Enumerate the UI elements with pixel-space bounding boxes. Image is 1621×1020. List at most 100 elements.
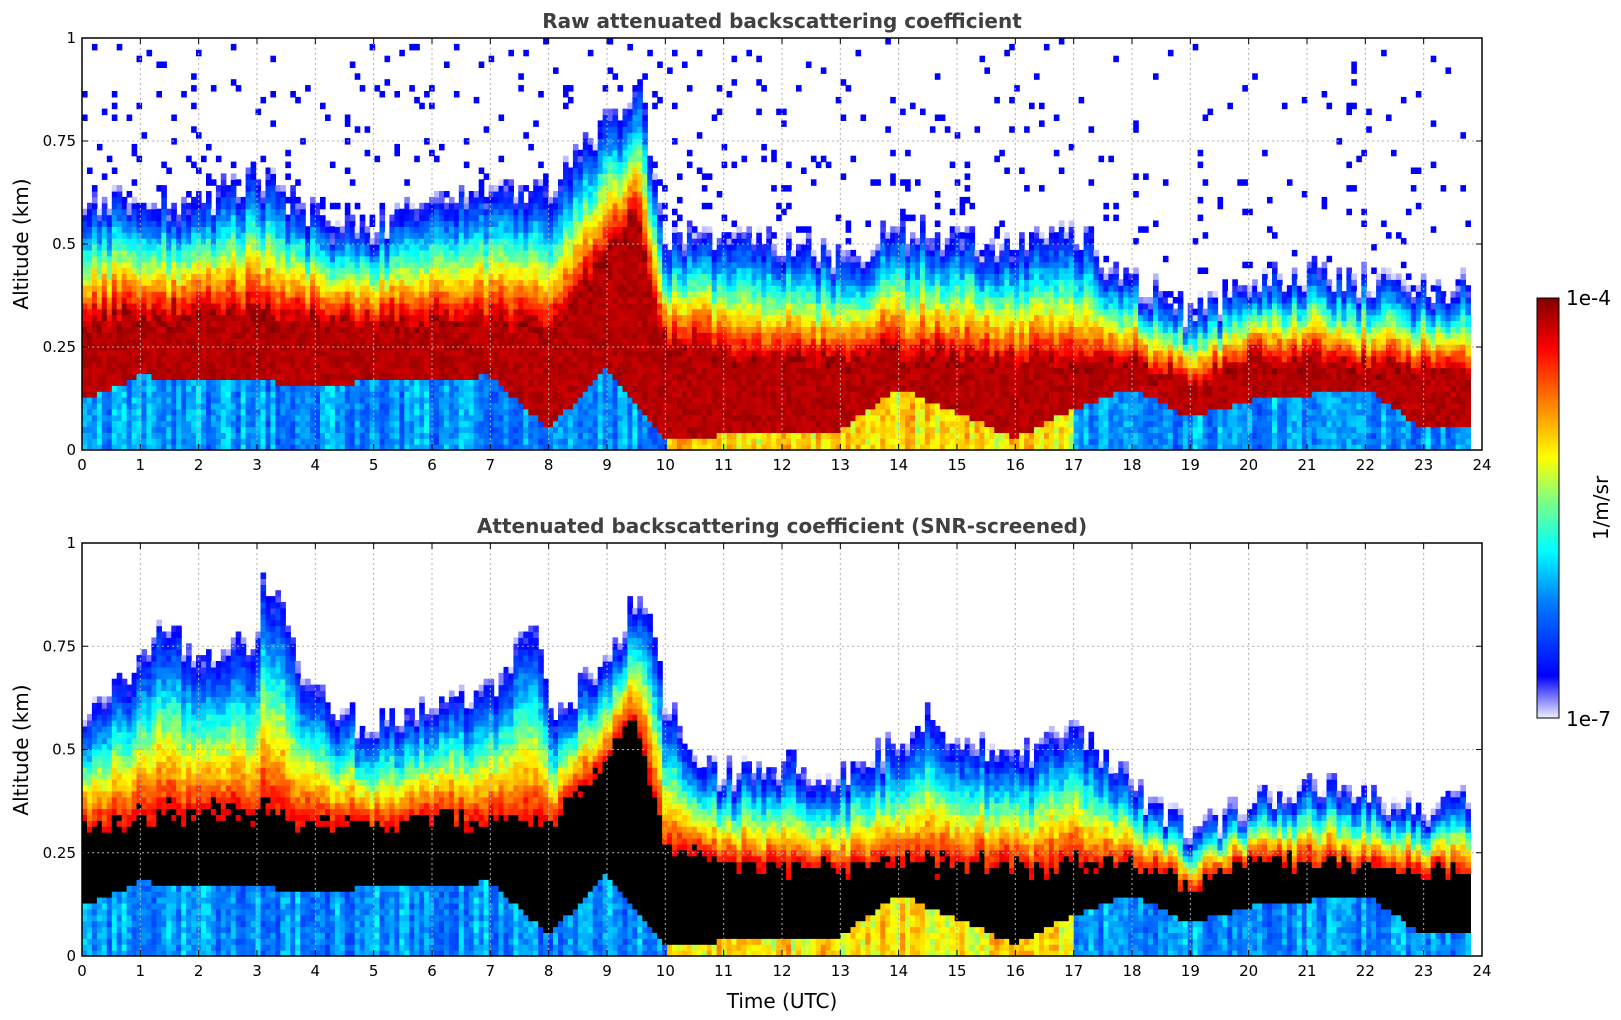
heatmap-cell — [538, 373, 544, 380]
heatmap-cell — [572, 402, 579, 410]
heatmap-cell — [434, 232, 440, 239]
heatmap-cell — [166, 261, 172, 269]
heatmap-cell — [572, 261, 579, 269]
heatmap-cell — [166, 402, 172, 410]
heatmap-cell — [587, 244, 594, 251]
heatmap-cell — [354, 291, 361, 298]
heatmap-cell — [553, 67, 559, 74]
heatmap-cell — [453, 355, 460, 363]
heatmap-cell — [424, 214, 430, 222]
heatmap-cell — [488, 220, 495, 227]
heatmap-cell — [419, 373, 425, 380]
heatmap-cell — [439, 367, 445, 375]
heatmap-cell — [196, 302, 202, 310]
heatmap-cell — [478, 279, 485, 286]
heatmap-cell — [597, 279, 604, 286]
heatmap-cell — [508, 261, 514, 269]
heatmap-cell — [587, 373, 594, 380]
heatmap-cell — [111, 232, 118, 239]
heatmap-cell — [503, 379, 510, 386]
heatmap-cell — [577, 173, 584, 180]
heatmap-cell — [478, 220, 485, 227]
heatmap-cell — [260, 96, 267, 104]
heatmap-cell — [210, 373, 217, 380]
heatmap-cell — [523, 267, 529, 274]
heatmap-cell — [483, 355, 490, 363]
heatmap-cell — [166, 208, 172, 216]
heatmap-cell — [250, 326, 257, 333]
heatmap-cell — [577, 349, 584, 357]
heatmap-cell — [285, 444, 291, 450]
heatmap-cell — [439, 308, 445, 316]
heatmap-cell — [96, 432, 103, 439]
heatmap-cell — [325, 391, 331, 398]
heatmap-cell — [136, 414, 143, 422]
heatmap-cell — [220, 426, 227, 433]
heatmap-cell — [349, 444, 356, 450]
heatmap-cell — [186, 155, 192, 163]
heatmap-cell — [121, 208, 128, 216]
heatmap-cell — [533, 338, 539, 345]
heatmap-cell — [414, 385, 420, 392]
heatmap-cell — [295, 426, 301, 433]
heatmap-cell — [325, 238, 331, 245]
heatmap-cell — [106, 373, 113, 380]
heatmap-cell — [597, 249, 604, 257]
heatmap-cell — [240, 367, 247, 375]
heatmap-cell — [592, 361, 599, 369]
heatmap-cell — [235, 326, 242, 333]
heatmap-cell — [280, 249, 286, 257]
heatmap-cell — [439, 226, 445, 233]
heatmap-cell — [121, 397, 128, 404]
heatmap-cell — [617, 444, 624, 450]
heatmap-cell — [419, 320, 425, 327]
heatmap-cell — [434, 308, 440, 316]
heatmap-cell — [543, 332, 549, 339]
heatmap-cell — [444, 279, 450, 286]
heatmap-cell — [622, 397, 629, 404]
heatmap-cell — [285, 391, 291, 398]
heatmap-cell — [206, 220, 212, 227]
heatmap-cell — [106, 208, 113, 216]
heatmap-cell — [448, 432, 455, 439]
heatmap-cell — [468, 438, 475, 445]
heatmap-cell — [592, 244, 599, 251]
heatmap-cell — [523, 426, 529, 433]
heatmap-cell — [448, 391, 455, 398]
heatmap-cell — [439, 273, 445, 280]
heatmap-cell — [210, 255, 217, 263]
heatmap-cell — [513, 332, 519, 339]
heatmap-cell — [181, 326, 187, 333]
heatmap-cell — [444, 432, 450, 439]
heatmap-cell — [563, 367, 569, 375]
heatmap-cell — [82, 91, 88, 98]
heatmap-cell — [87, 332, 93, 339]
heatmap-cell — [305, 414, 311, 422]
heatmap-cell — [161, 326, 167, 333]
heatmap-cell — [533, 196, 539, 204]
heatmap-cell — [607, 143, 614, 151]
heatmap-cell — [161, 61, 167, 68]
heatmap-cell — [285, 279, 291, 286]
heatmap-cell — [543, 420, 549, 428]
heatmap-cell — [315, 320, 321, 327]
heatmap-cell — [295, 226, 301, 233]
heatmap-cell — [473, 196, 480, 204]
heatmap-cell — [96, 279, 103, 286]
heatmap-cell — [458, 332, 465, 339]
heatmap-cell — [612, 314, 619, 322]
heatmap-cell — [196, 308, 202, 316]
heatmap-cell — [106, 279, 113, 286]
heatmap-cell — [498, 155, 505, 163]
heatmap-cell — [478, 261, 485, 269]
heatmap-cell — [305, 232, 311, 239]
heatmap-cell — [126, 255, 133, 263]
heatmap-cell — [191, 196, 197, 204]
heatmap-cell — [171, 273, 177, 280]
heatmap-cell — [240, 420, 247, 428]
heatmap-cell — [384, 55, 391, 63]
heatmap-cell — [513, 367, 519, 375]
heatmap-cell — [255, 285, 262, 292]
heatmap-cell — [617, 273, 624, 280]
heatmap-cell — [538, 267, 544, 274]
